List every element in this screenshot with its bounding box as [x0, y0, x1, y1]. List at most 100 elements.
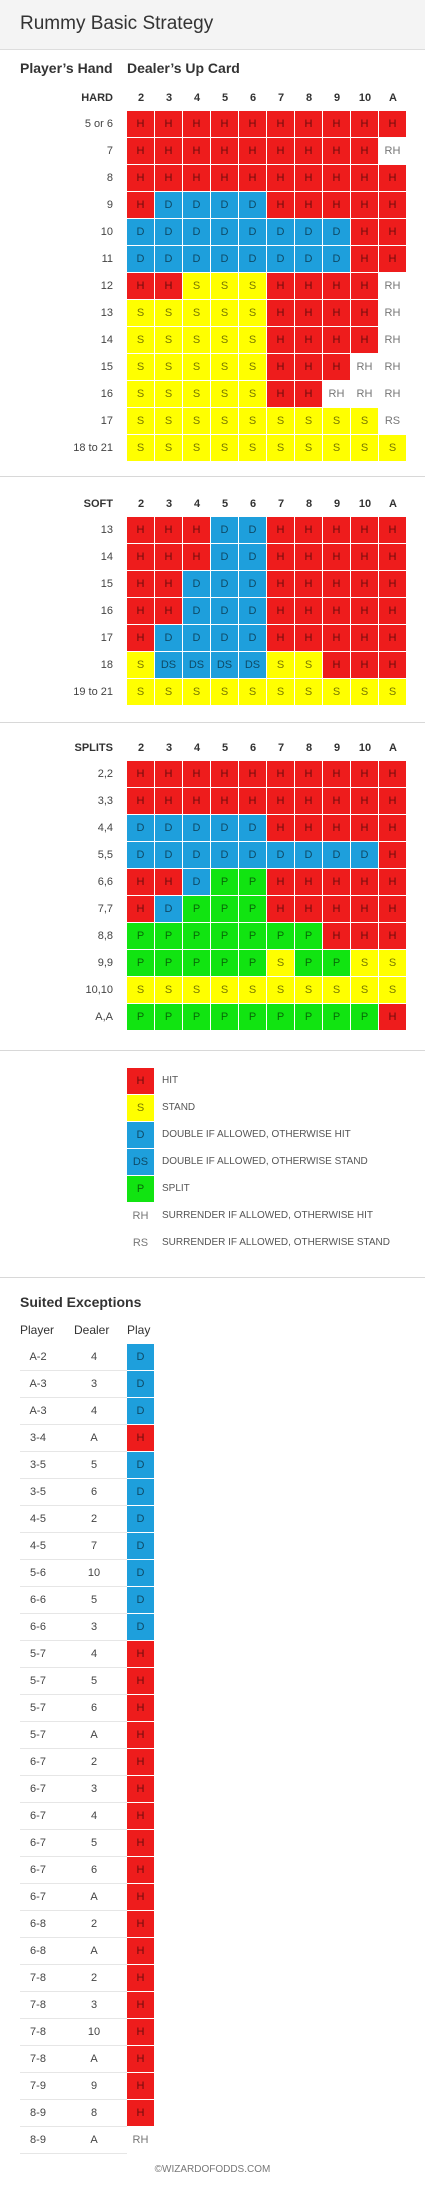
upcard-label: 10 — [358, 92, 372, 104]
play-cell: D — [127, 1344, 154, 1370]
player-hand: 6-8 — [30, 1918, 46, 1930]
play-cell: D — [295, 246, 322, 272]
play-cell: H — [351, 896, 378, 922]
play-cell: H — [127, 192, 154, 218]
play-cell: H — [379, 625, 406, 651]
play-cell: D — [155, 842, 182, 868]
play-cell: H — [295, 111, 322, 137]
play-cell: S — [239, 354, 266, 380]
row-divider — [20, 2153, 127, 2154]
play-cell: H — [267, 138, 294, 164]
play-cell: D — [183, 571, 210, 597]
upcard-label: 5 — [221, 92, 229, 104]
dealer-label: Dealer’s Up Card — [127, 60, 240, 76]
play-cell: P — [239, 1004, 266, 1030]
row-divider — [20, 1667, 127, 1668]
play-cell: D — [127, 1506, 154, 1532]
player-hand: A-3 — [29, 1405, 47, 1417]
play-cell: H — [295, 165, 322, 191]
play-cell: S — [211, 273, 238, 299]
play-cell: D — [323, 246, 350, 272]
play-cell: D — [239, 571, 266, 597]
dealer-card: 2 — [90, 1756, 98, 1768]
upcard-label: 8 — [305, 92, 313, 104]
play-cell: S — [295, 679, 322, 705]
play-cell: RH — [379, 354, 406, 380]
play-cell: D — [211, 246, 238, 272]
play-cell: H — [323, 571, 350, 597]
row-divider — [20, 2072, 127, 2073]
upcard-label: 7 — [277, 742, 285, 754]
play-cell: H — [211, 111, 238, 137]
play-cell: D — [239, 815, 266, 841]
dealer-card: 4 — [90, 1648, 98, 1660]
play-cell: H — [267, 354, 294, 380]
play-cell: H — [211, 788, 238, 814]
row-divider — [20, 1640, 127, 1641]
play-cell: H — [127, 1695, 154, 1721]
play-cell: H — [267, 571, 294, 597]
dealer-card: 6 — [90, 1702, 98, 1714]
player-hand: 5-7 — [30, 1675, 46, 1687]
row-divider — [20, 1451, 127, 1452]
play-cell: S — [127, 354, 154, 380]
row-divider — [20, 2045, 127, 2046]
legend-text: STAND — [162, 1102, 196, 1113]
play-cell: H — [379, 869, 406, 895]
section-label: SOFT — [83, 498, 113, 510]
upcard-label: 6 — [249, 92, 257, 104]
play-cell: S — [295, 977, 322, 1003]
play-cell: S — [323, 977, 350, 1003]
play-cell: S — [127, 300, 154, 326]
play-cell: H — [351, 652, 378, 678]
play-cell: D — [295, 842, 322, 868]
play-cell: D — [239, 598, 266, 624]
play-cell: S — [183, 381, 210, 407]
title-bar — [0, 0, 425, 50]
upcard-label: 5 — [221, 742, 229, 754]
play-cell: S — [155, 435, 182, 461]
section-label: SPLITS — [74, 742, 113, 754]
play-cell: D — [211, 571, 238, 597]
row-divider — [20, 1775, 127, 1776]
play-cell: S — [239, 327, 266, 353]
play-cell: D — [127, 1398, 154, 1424]
play-cell: H — [295, 869, 322, 895]
play-cell: H — [267, 517, 294, 543]
hand-label: 7 — [106, 145, 113, 157]
dealer-card: 6 — [90, 1864, 98, 1876]
play-cell: S — [379, 679, 406, 705]
play-cell: RH — [351, 354, 378, 380]
play-cell: D — [183, 219, 210, 245]
play-cell: D — [239, 517, 266, 543]
player-hand: 6-7 — [30, 1756, 46, 1768]
play-cell: D — [127, 1371, 154, 1397]
play-cell: H — [155, 761, 182, 787]
upcard-label: 4 — [193, 742, 201, 754]
row-divider — [20, 1613, 127, 1614]
play-cell: H — [127, 544, 154, 570]
dealer-card: A — [90, 1729, 98, 1741]
play-cell: S — [267, 950, 294, 976]
play-cell: DS — [211, 652, 238, 678]
play-cell: H — [351, 219, 378, 245]
footer: ©WIZARDOFODDS.COM — [154, 2164, 271, 2175]
play-cell: D — [183, 815, 210, 841]
play-cell: H — [267, 544, 294, 570]
play-cell: S — [295, 652, 322, 678]
play-cell: S — [211, 408, 238, 434]
row-divider — [20, 1370, 127, 1371]
player-hand: 4-5 — [30, 1540, 46, 1552]
play-cell: D — [155, 246, 182, 272]
play-cell: H — [379, 923, 406, 949]
play-cell: D — [295, 219, 322, 245]
play-cell: S — [239, 381, 266, 407]
upcard-label: 2 — [137, 742, 145, 754]
play-cell: H — [267, 788, 294, 814]
play-cell: S — [379, 435, 406, 461]
play-cell: H — [295, 815, 322, 841]
play-cell: P — [239, 950, 266, 976]
play-cell: H — [379, 192, 406, 218]
play-cell: D — [127, 1560, 154, 1586]
play-cell: P — [183, 950, 210, 976]
